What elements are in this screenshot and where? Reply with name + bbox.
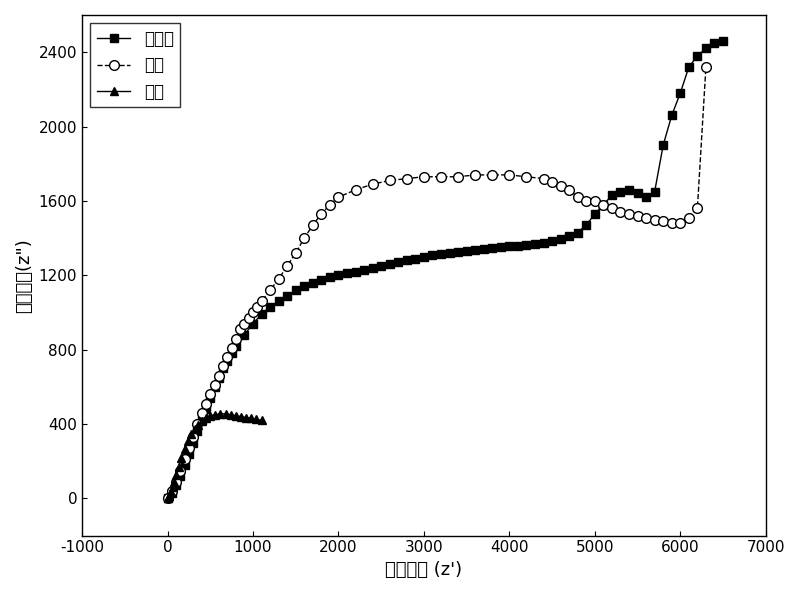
砂岩 <box>186 431 196 438</box>
砂岩 <box>180 446 190 453</box>
砂岩 <box>176 455 186 462</box>
泥岩 <box>162 495 172 502</box>
泥岩 <box>244 314 254 321</box>
Line: 砂岩: 砂岩 <box>163 410 266 503</box>
花岗岩 <box>445 249 454 257</box>
泥岩 <box>693 205 702 212</box>
Line: 花岗岩: 花岗岩 <box>163 37 727 503</box>
砂岩 <box>231 412 241 419</box>
砂岩 <box>168 484 178 491</box>
花岗岩 <box>227 350 237 357</box>
砂岩 <box>226 411 235 418</box>
花岗岩 <box>231 342 241 349</box>
砂岩 <box>221 410 230 418</box>
砂岩 <box>194 421 203 428</box>
砂岩 <box>210 411 220 418</box>
花岗岩 <box>299 283 309 290</box>
砂岩 <box>257 417 266 424</box>
砂岩 <box>201 415 210 422</box>
砂岩 <box>162 495 172 502</box>
砂岩 <box>183 437 193 444</box>
砂岩 <box>242 414 251 421</box>
花岗岩 <box>436 250 446 257</box>
Line: 泥岩: 泥岩 <box>162 62 710 503</box>
砂岩 <box>236 413 246 420</box>
砂岩 <box>246 415 256 422</box>
花岗岩 <box>718 37 728 45</box>
花岗岩 <box>658 141 668 148</box>
砂岩 <box>171 472 181 479</box>
砂岩 <box>170 478 179 485</box>
砂岩 <box>165 492 174 499</box>
砂岩 <box>166 488 176 495</box>
砂岩 <box>206 412 215 419</box>
泥岩 <box>334 194 343 201</box>
砂岩 <box>216 410 226 418</box>
泥岩 <box>317 210 326 217</box>
砂岩 <box>251 416 261 423</box>
Y-axis label: 阻抗虚部(z"): 阻抗虚部(z") <box>15 238 33 312</box>
砂岩 <box>174 463 183 470</box>
泥岩 <box>235 326 245 333</box>
花岗岩 <box>162 495 172 502</box>
泥岩 <box>701 64 710 71</box>
砂岩 <box>190 425 200 432</box>
泥岩 <box>538 175 548 182</box>
X-axis label: 阻抗实部 (z'): 阻抗实部 (z') <box>386 561 462 579</box>
砂岩 <box>197 418 206 425</box>
Legend: 花岗岩, 泥岩, 砂岩: 花岗岩, 泥岩, 砂岩 <box>90 23 180 108</box>
